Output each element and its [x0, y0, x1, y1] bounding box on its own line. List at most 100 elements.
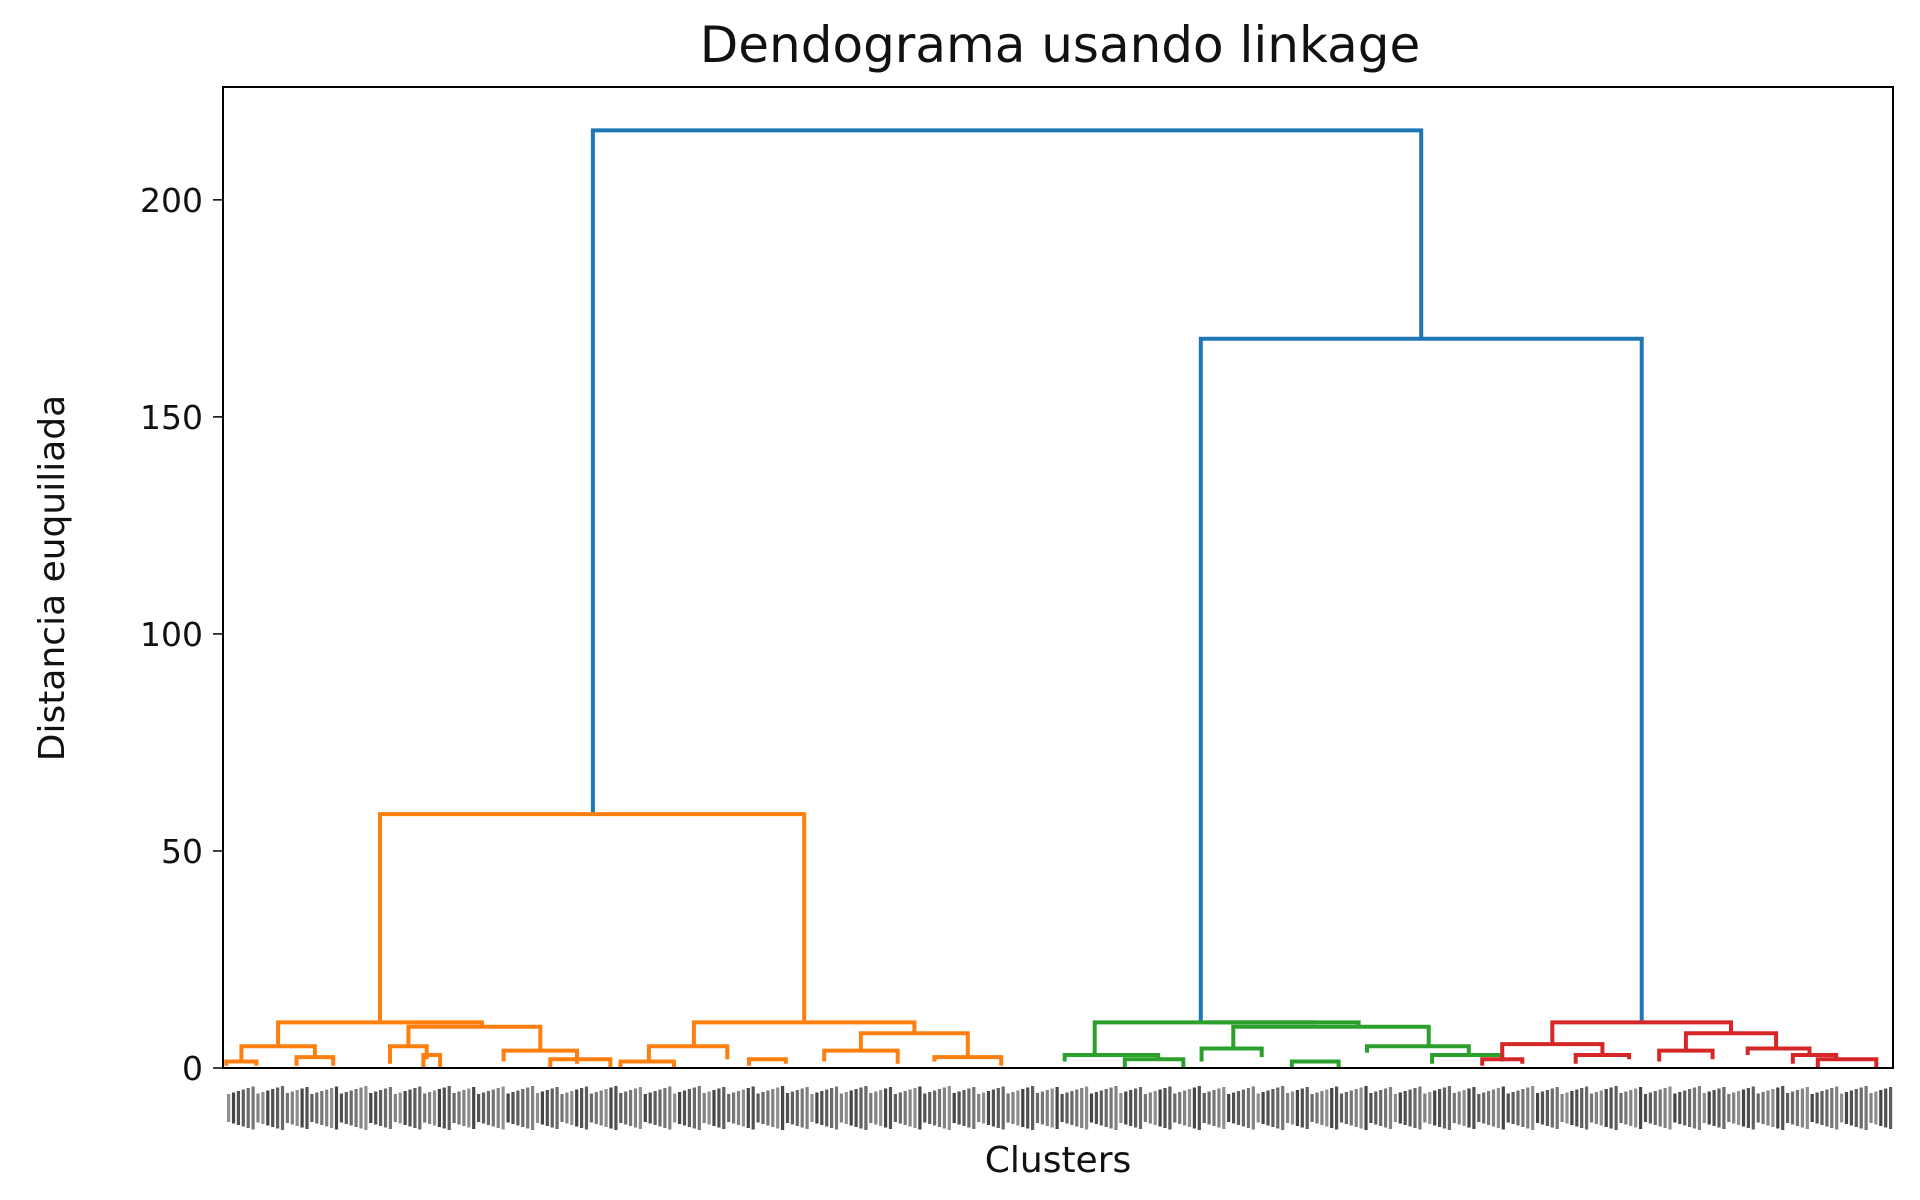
leaf-label-mark	[1727, 1094, 1731, 1122]
leaf-label-mark	[584, 1086, 589, 1130]
leaf-label-mark	[727, 1094, 731, 1122]
leaf-label-mark	[732, 1092, 736, 1124]
leaf-label-mark	[629, 1090, 633, 1126]
leaf-label-mark	[1330, 1088, 1334, 1128]
leaf-label-mark	[1256, 1093, 1260, 1123]
leaf-label-mark	[379, 1090, 383, 1126]
leaf-label-mark	[678, 1092, 682, 1124]
leaf-label-mark	[692, 1087, 696, 1129]
leaf-label-mark	[1746, 1088, 1750, 1128]
dendrogram-link-cluster_1	[548, 1057, 613, 1068]
leaf-label-mark	[1820, 1091, 1824, 1125]
leaf-label-mark	[1060, 1094, 1064, 1122]
leaf-label-mark	[246, 1088, 250, 1128]
leaf-label-mark	[369, 1093, 373, 1123]
leaf-label-mark	[594, 1092, 598, 1124]
leaf-label-mark	[516, 1090, 520, 1126]
leaf-label-mark	[1089, 1093, 1094, 1123]
leaf-label-mark	[354, 1089, 358, 1127]
leaf-label-mark	[1599, 1090, 1603, 1126]
leaf-label-mark	[903, 1091, 907, 1125]
leaf-label-mark	[1065, 1092, 1069, 1124]
leaf-label-mark	[1634, 1088, 1638, 1128]
leaf-label-mark	[1805, 1087, 1809, 1129]
leaf-label-mark	[1305, 1087, 1309, 1129]
leaf-label-mark	[486, 1091, 490, 1125]
leaf-label-mark	[1163, 1088, 1167, 1128]
leaf-label-mark	[776, 1087, 780, 1129]
leaf-label-mark	[481, 1092, 486, 1124]
leaf-label-mark	[477, 1094, 481, 1122]
leaf-label-mark	[560, 1094, 564, 1122]
leaf-label-mark	[1545, 1090, 1549, 1126]
leaf-label-mark	[266, 1090, 270, 1126]
leaf-label-mark	[977, 1094, 981, 1122]
leaf-label-mark	[1335, 1086, 1339, 1130]
leaf-label-mark	[991, 1089, 995, 1127]
leaf-label-mark	[227, 1094, 231, 1122]
leaf-label-mark	[462, 1090, 466, 1126]
leaf-label-mark	[1496, 1088, 1500, 1128]
leaf-label-mark	[1408, 1089, 1412, 1127]
leaf-label-mark	[1452, 1093, 1456, 1123]
leaf-label-mark	[1310, 1094, 1314, 1122]
leaf-label-mark	[1540, 1091, 1545, 1125]
leaf-label-mark	[1800, 1088, 1804, 1128]
leaf-label-mark	[1741, 1089, 1746, 1127]
leaf-label-mark	[1776, 1087, 1780, 1129]
leaf-label-mark	[506, 1093, 510, 1123]
leaf-label-mark	[1183, 1090, 1187, 1126]
leaf-label-mark	[1457, 1091, 1461, 1125]
leaf-label-mark	[1663, 1088, 1667, 1128]
leaf-label-mark	[668, 1086, 672, 1130]
leaf-label-mark	[1442, 1087, 1447, 1129]
leaf-label-mark	[619, 1093, 623, 1123]
leaf-label-mark	[383, 1088, 388, 1128]
leaf-label-mark	[1315, 1092, 1319, 1124]
leaf-label-mark	[658, 1089, 662, 1127]
leaf-label-mark	[1830, 1088, 1834, 1128]
leaf-label-mark	[310, 1094, 314, 1122]
leaf-label-mark	[1085, 1086, 1089, 1130]
leaf-label-mark	[673, 1093, 677, 1123]
leaf-label-mark	[457, 1091, 461, 1125]
leaf-label-mark	[1717, 1088, 1721, 1128]
leaf-label-mark	[1143, 1094, 1147, 1122]
leaf-label-mark	[280, 1086, 285, 1130]
dendrogram-link-cluster_1	[239, 1044, 317, 1062]
dendrogram-link-cluster_1	[501, 1048, 579, 1064]
leaf-label-mark	[565, 1092, 569, 1124]
leaf-label-mark	[1236, 1091, 1241, 1125]
leaf-label-mark	[339, 1093, 343, 1123]
leaf-label-mark	[937, 1089, 942, 1127]
dendrogram-link-cluster_1	[406, 1024, 543, 1051]
y-tick-label: 50	[161, 832, 203, 871]
leaf-label-mark	[1707, 1091, 1711, 1125]
leaf-label-mark	[1011, 1092, 1015, 1124]
leaf-label-mark	[442, 1087, 446, 1129]
leaf-label-mark	[614, 1086, 618, 1130]
leaf-label-mark	[1202, 1093, 1206, 1123]
leaf-label-mark	[604, 1089, 608, 1127]
leaf-label-mark	[1050, 1088, 1054, 1128]
leaf-label-mark	[1859, 1087, 1863, 1129]
leaf-label-mark	[884, 1088, 888, 1128]
leaf-label-mark	[1781, 1086, 1785, 1130]
leaf-label-mark	[1761, 1092, 1765, 1124]
dendrogram-link-cluster_1	[932, 1055, 1004, 1066]
leaf-label-mark	[300, 1088, 304, 1128]
leaf-label-mark	[1526, 1087, 1530, 1129]
dendrogram-link-root	[590, 128, 1424, 815]
leaf-label-mark	[1119, 1093, 1123, 1123]
leaf-label-mark	[540, 1091, 544, 1125]
leaf-label-mark	[1673, 1093, 1677, 1123]
leaf-label-mark	[805, 1087, 809, 1129]
leaf-label-mark	[1168, 1086, 1172, 1130]
leaf-label-mark	[305, 1087, 309, 1129]
x-axis-leaf-labels	[227, 1086, 1893, 1130]
leaf-label-mark	[1619, 1093, 1623, 1123]
dendrogram-link-cluster_1	[294, 1055, 336, 1066]
dendrogram-link-cluster_1	[618, 1059, 676, 1068]
leaf-label-mark	[947, 1086, 951, 1130]
